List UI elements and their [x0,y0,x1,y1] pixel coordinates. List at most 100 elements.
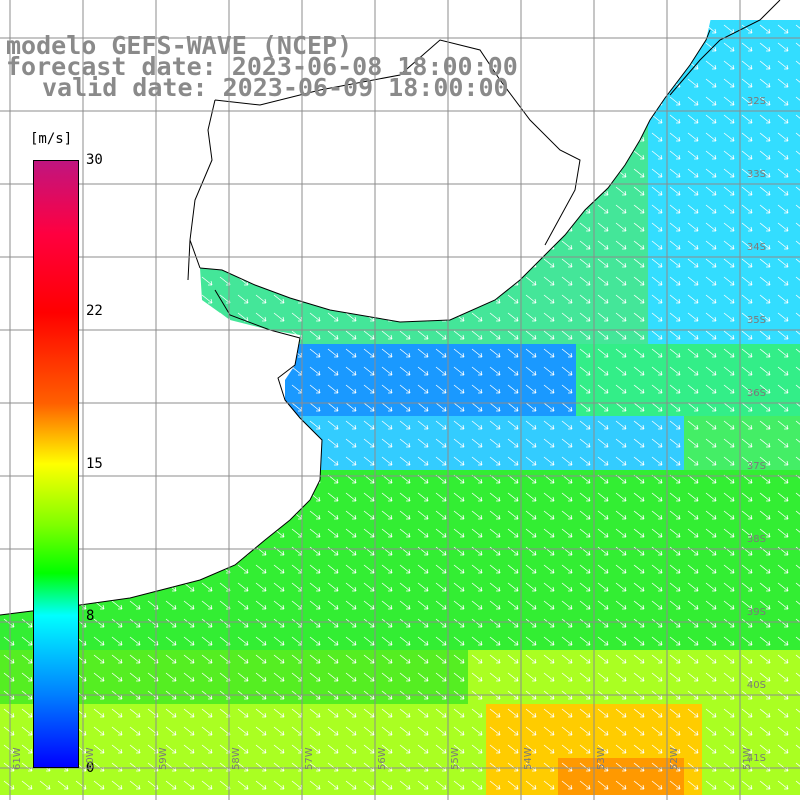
wind-arrow [777,222,789,232]
wind-arrow [111,618,123,628]
wind-arrow [597,672,609,682]
wind-arrow [705,636,717,646]
wind-arrow [399,726,411,736]
wind-arrow [309,312,321,322]
wind-arrow [525,636,537,646]
wind-arrow [759,294,771,304]
wind-arrow [597,258,609,268]
wind-arrow [723,222,735,232]
wind-arrow [795,132,800,137]
wind-arrow [597,456,609,466]
wind-arrow [561,600,573,610]
wind-arrow [345,744,357,754]
wind-arrow [741,366,753,376]
wind-arrow [615,348,627,358]
wind-arrow [345,726,357,736]
wind-arrow [651,366,663,376]
wind-arrow [669,312,681,322]
wind-cell [792,110,800,129]
wind-arrow [777,726,789,736]
wind-arrow [201,582,213,592]
wind-arrow [345,708,357,718]
wind-arrow [381,330,393,340]
wind-arrow [615,366,627,376]
wind-arrow [669,384,681,394]
lat-label: 32S [746,96,766,107]
wind-arrow [129,672,141,682]
wind-arrow [633,222,645,232]
wind-arrow [507,564,519,574]
wind-arrow [309,780,321,790]
wind-arrow [651,258,663,268]
wind-arrow [165,654,177,664]
wind-arrow [795,672,800,677]
wind-arrow [93,708,105,718]
wind-arrow [579,330,591,340]
wind-arrow [543,456,555,466]
wind-arrow [435,330,447,340]
wind-arrow [705,492,717,502]
wind-arrow [273,600,285,610]
wind-arrow [669,744,681,754]
wind-arrow [417,582,429,592]
wind-arrow [633,168,645,178]
wind-arrow [399,348,411,358]
wind-arrow [741,150,753,160]
wind-arrow [597,330,609,340]
wind-arrow [777,168,789,178]
wind-arrow [579,294,591,304]
wind-arrow [489,618,501,628]
wind-arrow [255,708,267,718]
wind-arrow [21,618,33,628]
wind-arrow [705,114,717,124]
wind-arrow [651,726,663,736]
wind-cell [792,668,800,687]
wind-arrow [687,654,699,664]
wind-arrow [525,672,537,682]
wind-cell [792,254,800,273]
wind-arrow [669,132,681,142]
lon-label: 55W [450,747,461,770]
wind-arrow [651,402,663,412]
wind-arrow [471,312,483,322]
wind-cell [792,452,800,471]
wind-cell [792,308,800,327]
wind-arrow [741,312,753,322]
wind-arrow [633,384,645,394]
wind-arrow [309,600,321,610]
wind-arrow [255,600,267,610]
wind-arrow [669,564,681,574]
wind-arrow [489,510,501,520]
wind-arrow [651,546,663,556]
wind-arrow [579,600,591,610]
wind-arrow [795,258,800,263]
wind-arrow [381,582,393,592]
wind-arrow [633,204,645,214]
wind-arrow [651,600,663,610]
wind-arrow [687,600,699,610]
wind-arrow [345,780,357,790]
wind-arrow [273,654,285,664]
wind-arrow [399,438,411,448]
wind-arrow [705,132,717,142]
wind-arrow [669,780,681,790]
wind-arrow [597,384,609,394]
wind-arrow [327,492,339,502]
wind-arrow [327,780,339,790]
wind-arrow [399,330,411,340]
wind-arrow [489,582,501,592]
wind-arrow [381,402,393,412]
wind-arrow [759,636,771,646]
wind-arrow [633,276,645,286]
wind-arrow [651,564,663,574]
wind-arrow [669,492,681,502]
wind-arrow [273,726,285,736]
wind-arrow [705,150,717,160]
wind-arrow [471,510,483,520]
wind-arrow [327,654,339,664]
wind-arrow [723,672,735,682]
wind-arrow [759,582,771,592]
wind-arrow [327,672,339,682]
wind-arrow [795,78,800,83]
wind-arrow [741,744,753,754]
